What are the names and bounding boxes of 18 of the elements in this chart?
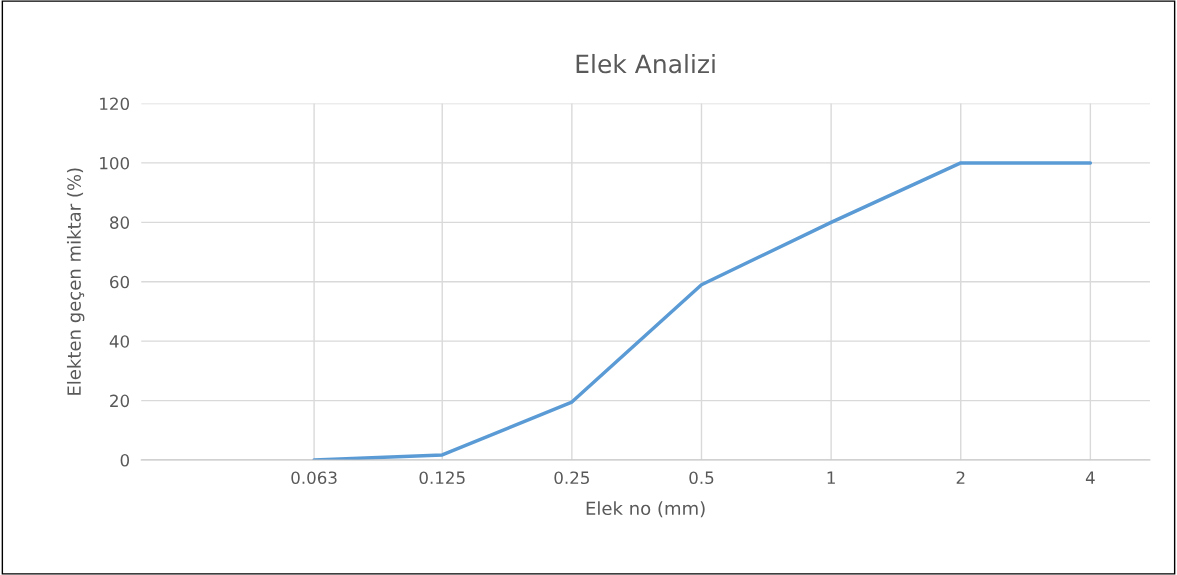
x-tick-label: 2 (956, 471, 965, 484)
chart-title: Elek Analizi (576, 53, 715, 74)
y-tick-label: 0 (120, 453, 130, 467)
x-tick-label: 1 (827, 471, 835, 484)
y-tick-label: 80 (110, 216, 130, 229)
y-tick-label: 120 (100, 97, 130, 111)
y-tick-label: 60 (110, 275, 130, 289)
y-axis-title: Elekten geçen miktar (%) (66, 168, 85, 395)
y-tick-label: 40 (109, 335, 130, 348)
y-tick-label: 100 (100, 156, 130, 170)
x-tick-label: 0.25 (554, 471, 589, 485)
x-tick-label: 4 (1085, 471, 1095, 484)
y-tick-label: 20 (110, 394, 130, 408)
x-tick-label: 0.125 (419, 471, 465, 485)
line-series (312, 161, 1093, 460)
x-tick-label: 0.5 (689, 471, 714, 485)
x-axis-title: Elek no (mm) (586, 501, 705, 518)
x-tick-label: 0.063 (291, 471, 337, 485)
